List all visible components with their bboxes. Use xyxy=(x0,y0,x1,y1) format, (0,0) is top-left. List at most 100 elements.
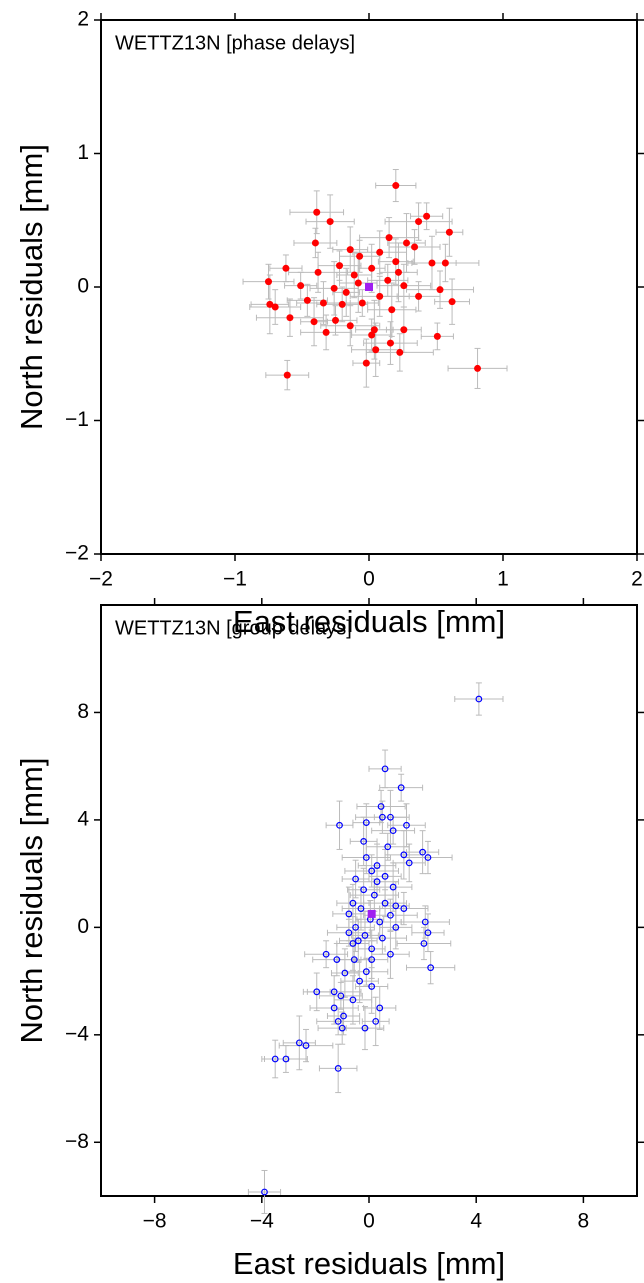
point xyxy=(346,246,354,254)
point xyxy=(368,264,376,272)
point xyxy=(474,364,482,372)
mean-point xyxy=(367,909,376,918)
point xyxy=(389,827,397,835)
x-tick-label: 0 xyxy=(363,568,375,591)
x-tick-label: −2 xyxy=(89,568,113,591)
point xyxy=(424,854,432,861)
point xyxy=(368,983,376,990)
point xyxy=(334,1064,342,1072)
y-tick-label: −4 xyxy=(65,1022,89,1045)
point xyxy=(342,288,350,296)
point xyxy=(349,899,357,907)
y-tick-label: 1 xyxy=(77,141,89,164)
point xyxy=(448,298,456,306)
point xyxy=(394,268,402,276)
point xyxy=(384,276,392,284)
point xyxy=(373,862,381,869)
point xyxy=(357,905,365,912)
point xyxy=(400,905,408,912)
point xyxy=(392,182,400,190)
point xyxy=(403,239,411,247)
point xyxy=(372,346,380,354)
x-axis-label: East residuals [mm] xyxy=(233,1246,505,1281)
mean-point xyxy=(365,283,373,291)
x-tick-label: 1 xyxy=(497,568,509,591)
point xyxy=(341,969,349,977)
point xyxy=(388,306,396,314)
point xyxy=(282,264,290,272)
point xyxy=(392,923,400,931)
point xyxy=(295,1039,303,1047)
x-tick-label: −1 xyxy=(223,568,247,591)
y-axis-label: North residuals [mm] xyxy=(14,758,49,1044)
point xyxy=(297,282,305,290)
point xyxy=(433,332,441,340)
point xyxy=(396,348,404,356)
point xyxy=(387,813,394,821)
point xyxy=(376,1004,384,1012)
x-tick-label: 2 xyxy=(631,568,643,591)
point xyxy=(350,956,358,963)
point xyxy=(282,1055,290,1063)
x-tick-label: 4 xyxy=(470,1210,482,1233)
point xyxy=(336,821,343,829)
point xyxy=(336,262,344,270)
point xyxy=(385,234,393,242)
point xyxy=(266,300,274,308)
y-tick-label: −1 xyxy=(65,408,89,431)
point xyxy=(283,371,291,379)
point xyxy=(352,923,360,931)
point xyxy=(387,911,394,919)
point xyxy=(310,318,318,326)
y-tick-label: 8 xyxy=(77,700,89,723)
point xyxy=(400,282,408,290)
x-tick-label: 8 xyxy=(578,1210,590,1233)
point xyxy=(445,228,453,236)
x-tick-label: −4 xyxy=(250,1210,274,1233)
point xyxy=(360,838,368,845)
point xyxy=(419,848,427,856)
point xyxy=(333,956,341,963)
point xyxy=(415,292,423,300)
y-tick-label: 2 xyxy=(77,8,89,31)
point xyxy=(326,218,334,226)
point xyxy=(368,956,376,963)
point xyxy=(354,279,362,287)
point xyxy=(311,239,319,247)
point xyxy=(415,218,423,226)
point xyxy=(368,331,376,339)
point xyxy=(376,918,384,926)
x-tick-label: 0 xyxy=(363,1210,375,1233)
point xyxy=(403,821,410,829)
point xyxy=(271,303,279,311)
point xyxy=(381,872,389,880)
y-tick-label: 0 xyxy=(77,275,89,298)
point xyxy=(428,259,436,267)
point xyxy=(303,296,311,304)
y-tick-label: −2 xyxy=(65,542,89,565)
point xyxy=(361,1024,369,1032)
point xyxy=(346,322,354,330)
point xyxy=(361,932,369,939)
point xyxy=(389,883,397,891)
point xyxy=(421,918,429,926)
point xyxy=(334,1017,342,1025)
point xyxy=(265,278,272,286)
point xyxy=(330,284,338,292)
point xyxy=(424,929,432,937)
point xyxy=(350,271,358,279)
point xyxy=(345,910,353,918)
point xyxy=(381,765,389,773)
point xyxy=(370,891,378,899)
point xyxy=(373,878,381,886)
point xyxy=(392,902,400,910)
point xyxy=(362,819,370,826)
point xyxy=(436,286,444,294)
y-tick-label: 4 xyxy=(77,807,89,830)
point xyxy=(362,968,370,976)
point xyxy=(370,326,378,334)
point xyxy=(475,695,483,703)
point xyxy=(313,208,321,216)
point xyxy=(352,875,360,883)
